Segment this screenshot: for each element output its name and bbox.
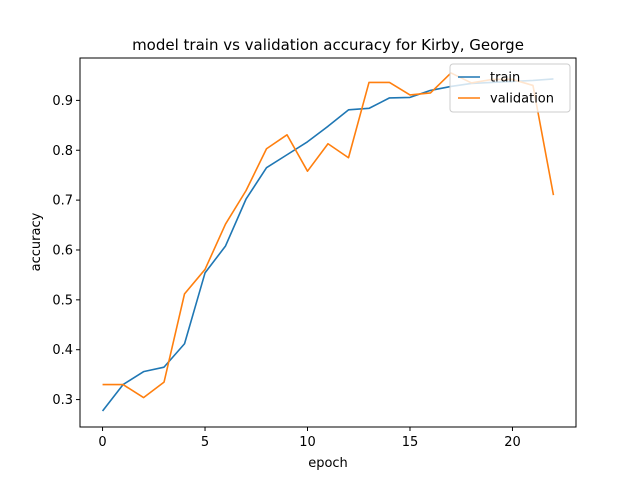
axes-frame bbox=[79, 57, 577, 428]
x-tick-label: 15 bbox=[402, 435, 419, 450]
y-tick-label: 0.3 bbox=[52, 393, 73, 408]
x-axis-ticks: 0 5 10 15 20 bbox=[98, 427, 521, 450]
legend-label-validation: validation bbox=[490, 92, 554, 107]
x-tick-label: 5 bbox=[201, 435, 209, 450]
y-tick-label: 0.8 bbox=[52, 144, 73, 159]
legend-box bbox=[449, 63, 571, 113]
chart-title: model train vs validation accuracy for K… bbox=[132, 36, 524, 54]
x-axis-label: epoch bbox=[308, 456, 348, 471]
y-tick-label: 0.4 bbox=[52, 343, 73, 358]
x-tick-label: 10 bbox=[299, 435, 316, 450]
legend: train validation bbox=[449, 63, 571, 113]
y-tick-label: 0.6 bbox=[52, 243, 73, 258]
x-tick-label: 0 bbox=[98, 435, 106, 450]
y-tick-label: 0.5 bbox=[52, 293, 73, 308]
y-tick-label: 0.7 bbox=[52, 194, 73, 209]
legend-label-train: train bbox=[490, 71, 520, 86]
y-axis-label: accuracy bbox=[29, 212, 44, 271]
y-tick-label: 0.9 bbox=[52, 94, 73, 109]
y-axis-ticks: 0.3 0.4 0.5 0.6 0.7 0.8 0.9 bbox=[52, 94, 80, 408]
x-tick-label: 20 bbox=[504, 435, 521, 450]
